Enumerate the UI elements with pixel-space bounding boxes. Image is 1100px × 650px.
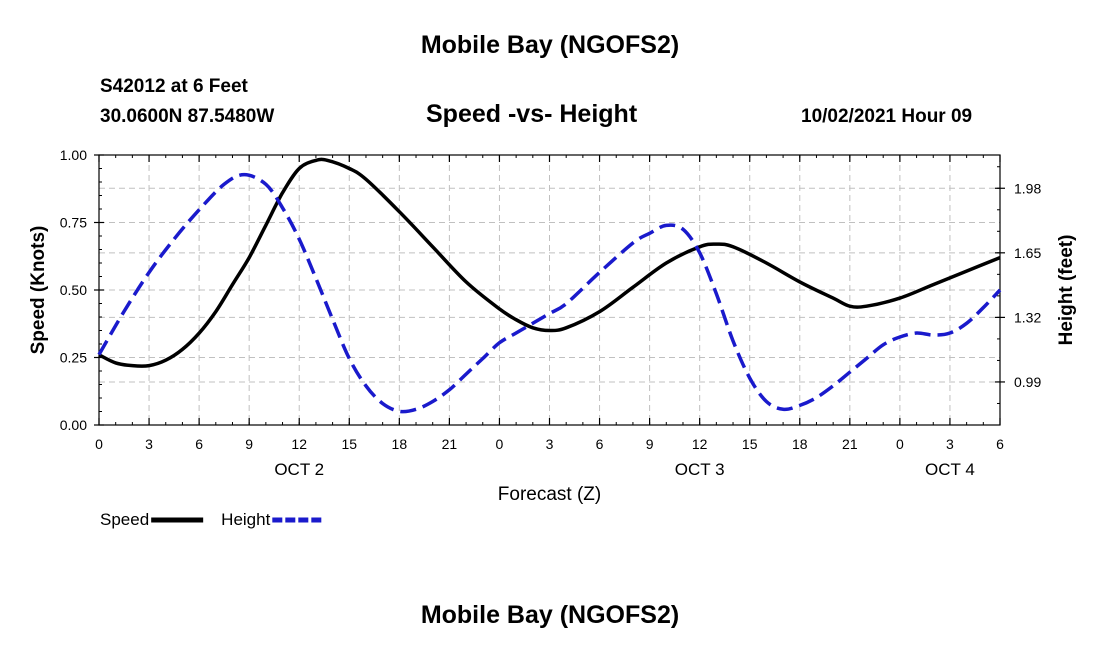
x-tick-label: 6: [596, 436, 604, 452]
x-tick-label: 6: [195, 436, 203, 452]
y-tick-label: 0.00: [60, 417, 87, 433]
x-tick-label: 21: [842, 436, 858, 452]
legend-label-speed: Speed: [100, 510, 149, 529]
series-line-height: [97, 172, 1002, 414]
x-tick-label: 3: [546, 436, 554, 452]
x-tick-label: 3: [145, 436, 153, 452]
legend-label-height: Height: [221, 510, 270, 529]
gridlines: [99, 155, 1000, 425]
x-tick-label: 15: [341, 436, 357, 452]
x-tick-label: 6: [996, 436, 1004, 452]
x-tick-label: 21: [442, 436, 458, 452]
y2-axis-title: Height (feet): [1056, 235, 1077, 346]
y-axis-title: Speed (Knots): [28, 226, 49, 355]
station-name: S42012 at 6 Feet: [100, 76, 248, 97]
x-tick-label: 0: [95, 436, 103, 452]
x-tick-label: 0: [896, 436, 904, 452]
y-tick-label: 0.75: [60, 215, 87, 231]
top-title: Mobile Bay (NGOFS2): [420, 31, 680, 59]
bottom-title: Mobile Bay (NGOFS2): [420, 601, 680, 629]
day-label: OCT 4: [925, 460, 975, 479]
station-coordinates: 30.0600N 87.5480W: [100, 106, 275, 127]
day-label: OCT 3: [675, 460, 725, 479]
y-tick-label: 0.50: [60, 282, 87, 298]
y2-tick-label: 1.32: [1014, 309, 1041, 325]
y2-tick-label: 1.98: [1014, 180, 1041, 196]
y-tick-label: 1.00: [60, 147, 87, 163]
x-tick-label: 15: [742, 436, 758, 452]
x-tick-label: 3: [946, 436, 954, 452]
legend: Speed Height: [100, 510, 325, 529]
y2-tick-label: 0.99: [1014, 374, 1041, 390]
x-tick-label: 9: [245, 436, 253, 452]
forecast-datetime: 10/02/2021 Hour 09: [801, 106, 973, 127]
x-tick-label: 18: [792, 436, 808, 452]
x-tick-label: 18: [392, 436, 408, 452]
y-tick-label: 0.25: [60, 350, 87, 366]
x-tick-label: 9: [646, 436, 654, 452]
y2-tick-label: 1.65: [1014, 245, 1041, 261]
x-tick-label: 0: [496, 436, 504, 452]
day-label: OCT 2: [274, 460, 324, 479]
x-tick-label: 12: [291, 436, 307, 452]
x-tick-label: 12: [692, 436, 708, 452]
series-line-speed: [98, 157, 1001, 368]
chart-subtitle: Speed -vs- Height: [426, 100, 638, 128]
x-axis-title: Forecast (Z): [498, 484, 601, 505]
